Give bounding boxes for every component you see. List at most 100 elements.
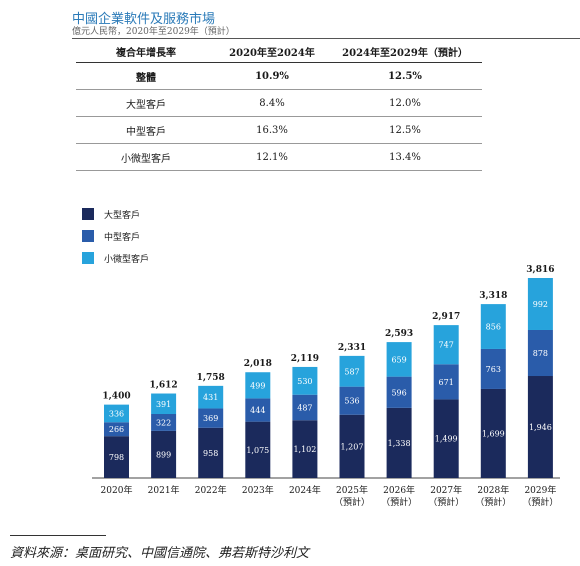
table-row: 小微型客戶 12.1% 13.4%: [76, 143, 482, 171]
bar-value-label: 1,207: [341, 442, 364, 451]
bar-value-label: 369: [203, 414, 218, 423]
x-tick-note: （預計）: [475, 496, 511, 508]
bar-value-label: 266: [109, 425, 124, 434]
bar-segment-2: [104, 422, 129, 437]
x-tick-label: 2026年: [383, 484, 415, 496]
bar-segment-2: [151, 414, 177, 431]
bar-segment-1: [339, 414, 365, 478]
bar-value-label: 536: [344, 397, 359, 406]
legend-swatch: [82, 208, 94, 220]
bar-segment-1: [245, 421, 271, 478]
bar-total-label: 1,400: [102, 392, 130, 402]
bar-value-label: 1,338: [388, 439, 411, 448]
bar-segment-1: [151, 430, 177, 478]
row-label: 大型客戶: [76, 89, 216, 117]
legend-label: 小微型客戶: [104, 254, 150, 265]
cell-value: 12.0%: [328, 89, 482, 117]
bar-segment-2: [292, 394, 318, 421]
x-tick-label: 2020年: [101, 484, 133, 496]
bar-value-label: 878: [533, 349, 548, 358]
bar-value-label: 659: [391, 355, 406, 364]
bar-segment-3: [292, 366, 318, 395]
legend-swatch: [82, 252, 94, 264]
row-label: 小微型客戶: [76, 143, 216, 171]
cell-value: 12.1%: [216, 143, 328, 171]
cagr-table-header: 複合年增長率 2020年至2024年 2024年至2029年（預計）: [76, 40, 482, 63]
bar-value-label: 798: [109, 453, 124, 462]
bar-segment-2: [527, 329, 553, 377]
header-cell: 2020年至2024年: [216, 40, 328, 63]
bar-segment-1: [433, 399, 459, 478]
bar-segment-1: [386, 407, 412, 478]
x-tick-note: （預計）: [381, 496, 417, 508]
bar-segment-1: [292, 420, 318, 478]
bar-segment-3: [245, 372, 271, 399]
bar-segment-1: [480, 388, 506, 478]
table-row: 中型客戶 16.3% 12.5%: [76, 116, 482, 144]
x-tick-label: 2022年: [195, 484, 227, 496]
x-tick-label: 2029年: [524, 484, 556, 496]
legend-swatch: [82, 230, 94, 242]
bar-total-label: 2,119: [291, 354, 319, 364]
cell-value: 13.4%: [328, 143, 482, 171]
x-tick-label: 2024年: [289, 484, 321, 496]
bar-value-label: 322: [156, 418, 171, 427]
bar-value-label: 856: [486, 323, 501, 332]
chart-legend: 大型客戶 中型客戶 小微型客戶: [82, 203, 149, 269]
bar-total-label: 2,593: [385, 329, 413, 339]
page-title: 中國企業軟件及服務市場: [72, 12, 216, 27]
bar-segment-2: [433, 364, 459, 400]
bar-value-label: 992: [533, 300, 548, 309]
bar-value-label: 499: [250, 381, 265, 390]
page-subtitle: 億元人民幣，2020年至2029年（預計）: [72, 27, 235, 37]
cell-value: 10.9%: [216, 62, 328, 90]
bar-total-label: 3,318: [479, 291, 507, 301]
row-label: 中型客戶: [76, 116, 216, 144]
bar-value-label: 530: [297, 377, 312, 386]
bar-total-label: 1,758: [197, 373, 225, 383]
bar-segment-2: [386, 376, 412, 408]
bar-segment-3: [151, 393, 177, 415]
x-tick-note: （預計）: [522, 496, 558, 508]
bar-value-label: 747: [439, 341, 454, 350]
bar-value-label: 444: [250, 406, 265, 415]
cell-value: 12.5%: [328, 62, 482, 90]
legend-label: 大型客戶: [104, 210, 141, 221]
bar-segment-3: [339, 355, 365, 387]
bar-value-label: 336: [109, 409, 124, 418]
bar-segment-3: [104, 404, 129, 423]
cagr-table: 複合年增長率 2020年至2024年 2024年至2029年（預計） 整體 10…: [76, 40, 482, 171]
x-tick-label: 2027年: [430, 484, 462, 496]
x-tick-label: 2021年: [148, 484, 180, 496]
bar-segment-2: [339, 386, 365, 415]
header-cell: 2024年至2029年（預計）: [328, 40, 482, 63]
bar-total-label: 1,612: [150, 381, 178, 391]
bar-value-label: 587: [344, 367, 359, 376]
x-tick-label: 2028年: [477, 484, 509, 496]
footer-rule: [10, 535, 106, 536]
table-row: 整體 10.9% 12.5%: [76, 62, 482, 90]
row-label: 整體: [76, 62, 216, 90]
legend-item: 中型客戶: [82, 225, 149, 247]
legend-item: 小微型客戶: [82, 247, 149, 269]
bar-segment-2: [245, 398, 271, 422]
table-row: 大型客戶 8.4% 12.0%: [76, 89, 482, 117]
legend-item: 大型客戶: [82, 203, 149, 225]
legend-label: 中型客戶: [104, 232, 141, 243]
cell-value: 12.5%: [328, 116, 482, 144]
header-cell: 複合年增長率: [76, 40, 216, 63]
bar-value-label: 958: [203, 449, 218, 458]
bar-value-label: 391: [156, 400, 171, 409]
source-note: 資料來源：桌面研究、中國信通院、弗若斯特沙利文: [10, 546, 310, 561]
bar-total-label: 3,816: [526, 265, 554, 275]
bar-segment-3: [386, 342, 412, 377]
bar-total-label: 2,917: [432, 312, 460, 322]
bar-segment-3: [527, 278, 553, 330]
bar-value-label: 1,499: [435, 435, 458, 444]
cell-value: 16.3%: [216, 116, 328, 144]
bar-value-label: 1,699: [482, 429, 505, 438]
header-rule: [72, 38, 580, 39]
bar-segment-1: [104, 436, 129, 478]
bar-segment-2: [480, 348, 506, 389]
